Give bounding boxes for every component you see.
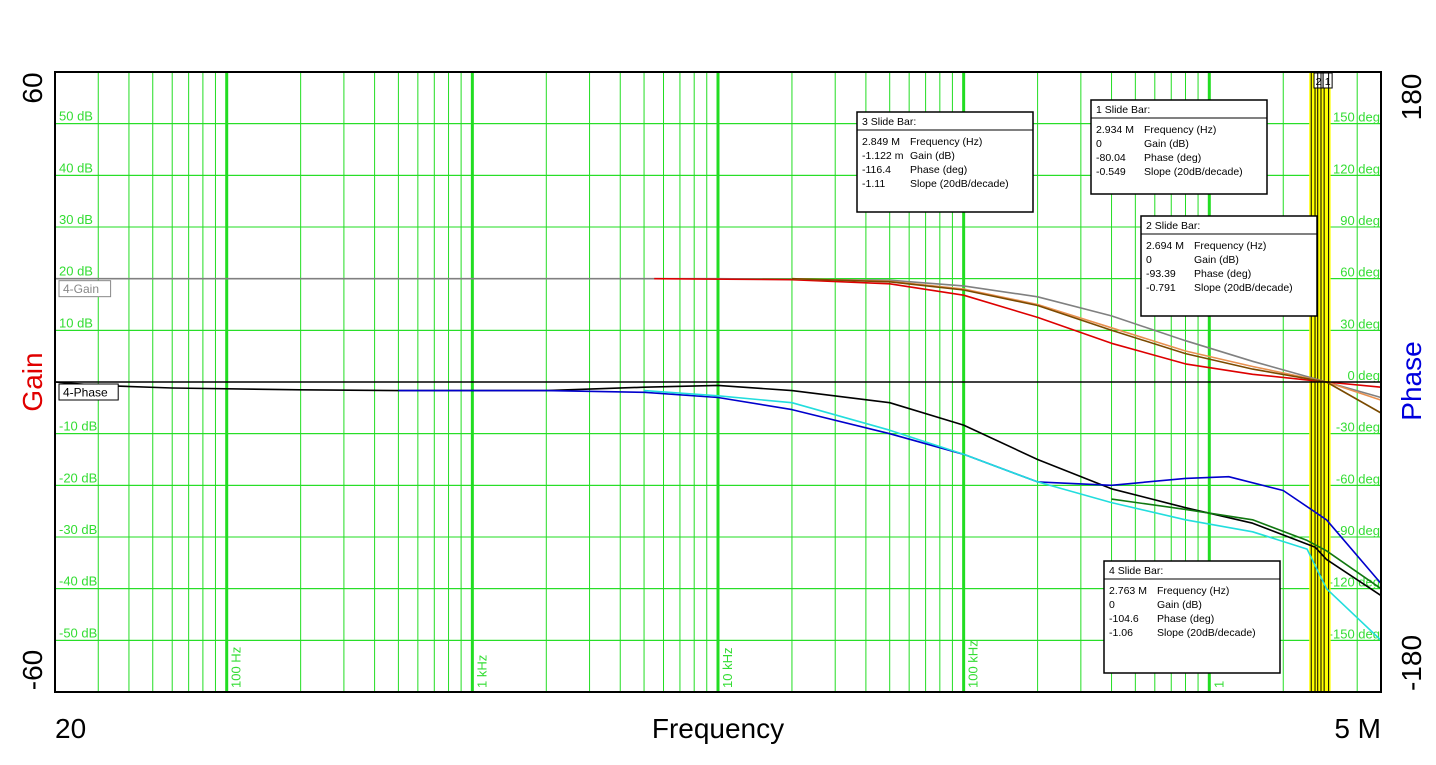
gain-tick-label: 40 dB	[59, 160, 93, 175]
slide-bar-box: 1 Slide Bar: 2.934 M Frequency (Hz) 0 Gain (…	[1090, 99, 1268, 195]
slide-bar-field: Gain (dB)	[910, 150, 955, 162]
slide-bar-value: 2.849 M	[862, 136, 900, 148]
phase-tick-label: 0 deg	[1347, 368, 1380, 383]
y-right-axis-title: Phase	[1396, 341, 1427, 420]
slide-bar-box: 3 Slide Bar: 2.849 M Frequency (Hz) -1.122 …	[856, 111, 1034, 213]
frequency-tick-label: 100 kHz	[966, 640, 981, 688]
y-right-min-label: -180	[1396, 635, 1427, 691]
slide-bar-value: -80.04	[1096, 152, 1126, 164]
slide-bar-field: Gain (dB)	[1194, 254, 1239, 266]
slide-bar-title: 1 Slide Bar:	[1096, 104, 1150, 116]
gain-tick-label: 50 dB	[59, 109, 93, 124]
gain-tick-label: -10 dB	[59, 419, 97, 434]
trace-phase	[644, 389, 1382, 641]
gain-tick-label: -30 dB	[59, 522, 97, 537]
slide-bar-field: Frequency (Hz)	[1157, 585, 1229, 597]
phase-tick-label: 90 deg	[1340, 213, 1380, 228]
gain-tick-label: 30 dB	[59, 212, 93, 227]
phase-tick-label: 150 deg	[1333, 110, 1380, 125]
phase-tick-label: -90 deg	[1336, 523, 1380, 538]
slide-bar-value: -116.4	[862, 164, 891, 176]
slide-bar-value: -1.06	[1109, 627, 1133, 639]
y-left-min-label: -60	[17, 650, 48, 690]
phase-tick-label: -30 deg	[1336, 420, 1380, 435]
frequency-tick-label: 10 kHz	[720, 648, 735, 688]
slide-bar-field: Gain (dB)	[1144, 138, 1189, 150]
trace-gain	[791, 277, 1382, 414]
slide-bar-value: 2.694 M	[1146, 240, 1184, 252]
slide-bar-value: -1.122 m	[862, 150, 904, 162]
slide-bar-field: Frequency (Hz)	[1194, 240, 1266, 252]
frequency-tick-label: 100 Hz	[229, 647, 244, 688]
phase-tick-label: 30 deg	[1340, 316, 1380, 331]
slide-bar-value: -0.791	[1146, 282, 1176, 294]
slide-bar-value: 2.763 M	[1109, 585, 1147, 597]
slide-bar-field: Phase (deg)	[910, 164, 967, 176]
gain-tick-label: -40 dB	[59, 574, 97, 589]
slide-bar-field: Phase (deg)	[1144, 152, 1201, 164]
gain-tick-label: -20 dB	[59, 470, 97, 485]
slide-bar-value: 0	[1109, 599, 1115, 611]
trace-label-box	[58, 280, 112, 298]
slide-bar-field: Slope (20dB/decade)	[1157, 627, 1256, 639]
y-right-max-label: 180	[1396, 74, 1427, 121]
y-left-axis-title: Gain	[17, 352, 48, 411]
slide-bar-field: Gain (dB)	[1157, 599, 1202, 611]
slide-bar-field: Slope (20dB/decade)	[1144, 166, 1243, 178]
frequency-tick-label: 1	[1211, 681, 1226, 688]
trace-gain	[654, 277, 1382, 388]
phase-tick-label: -60 deg	[1336, 471, 1380, 486]
trace-labels: 4-Gain 4-Phase	[58, 280, 119, 401]
x-max-label: 5 M	[1334, 713, 1381, 744]
slide-bar-value: -104.6	[1109, 613, 1139, 625]
trace-phase	[1111, 498, 1382, 590]
phase-tick-label: 60 deg	[1340, 265, 1380, 280]
slide-bar-value: 0	[1146, 254, 1152, 266]
slide-bar-field: Phase (deg)	[1194, 268, 1251, 280]
slide-bar-field: Phase (deg)	[1157, 613, 1214, 625]
frequency-tick-label: 1 kHz	[474, 655, 489, 688]
cursor-tag-label: 1	[1325, 76, 1331, 88]
y-left-max-label: 60	[17, 72, 48, 103]
x-min-label: 20	[55, 713, 86, 744]
slide-bar-value: 2.934 M	[1096, 124, 1134, 136]
gain-tick-label: 20 dB	[59, 264, 93, 279]
traces	[54, 277, 1382, 641]
slide-bar-field: Frequency (Hz)	[1144, 124, 1216, 136]
plot-frame	[54, 71, 1382, 693]
trace-label: 4-Gain	[63, 282, 99, 296]
slide-bar-title: 4 Slide Bar:	[1109, 565, 1163, 577]
trace-label-box	[58, 383, 119, 401]
x-axis-title: Frequency	[652, 713, 784, 744]
trace-phase	[54, 381, 1382, 597]
slide-bar-box: 4 Slide Bar: 2.763 M Frequency (Hz) 0 Gain (…	[1103, 560, 1281, 674]
slide-bar-value: -1.11	[862, 178, 885, 190]
grid-labels: 50 dB 40 dB 30 dB 20 dB 10 dB -10 dB -20 dB -30…	[59, 109, 1380, 688]
trace-label: 4-Phase	[63, 386, 108, 400]
slide-bar-box: 2 Slide Bar: 2.694 M Frequency (Hz) 0 Gain (…	[1140, 215, 1318, 317]
phase-tick-label: 120 deg	[1333, 161, 1380, 176]
cursor-tag-label: 2	[1316, 76, 1322, 88]
gain-tick-label: 10 dB	[59, 315, 93, 330]
slide-bar-field: Slope (20dB/decade)	[1194, 282, 1293, 294]
slide-bar-field: Frequency (Hz)	[910, 136, 982, 148]
phase-tick-label: -150 deg	[1329, 626, 1380, 641]
slide-bar-value: -0.549	[1096, 166, 1126, 178]
slide-bar-field: Slope (20dB/decade)	[910, 178, 1009, 190]
slide-bar-value: 0	[1096, 138, 1102, 150]
slide-bar-title: 3 Slide Bar:	[862, 116, 916, 128]
slide-bar-value: -93.39	[1146, 268, 1176, 280]
slide-bar-title: 2 Slide Bar:	[1146, 220, 1200, 232]
gain-tick-label: -50 dB	[59, 625, 97, 640]
slide-bar-readouts: 3 Slide Bar: 2.849 M Frequency (Hz) -1.122 …	[856, 99, 1318, 674]
